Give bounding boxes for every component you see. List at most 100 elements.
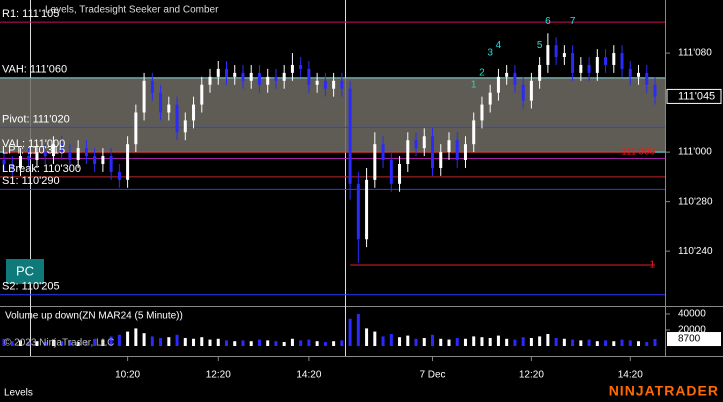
volume-bar (628, 340, 632, 346)
volume-bar (84, 341, 88, 346)
volume-bar (307, 339, 311, 346)
candle-body (406, 140, 410, 164)
volume-bar (439, 338, 443, 346)
last-volume-box (667, 332, 721, 347)
volume-bar (521, 337, 525, 346)
volume-bar (101, 339, 105, 346)
volume-bar (241, 340, 245, 346)
candle-body (315, 80, 319, 85)
volume-bar (315, 341, 319, 346)
volume-bar (216, 338, 220, 346)
x-tick-label: 14:20 (618, 370, 643, 381)
volume-bar (571, 339, 575, 346)
volume-bar (472, 336, 476, 346)
candle-body (571, 53, 575, 73)
volume-bar (134, 328, 138, 346)
x-tick-label: 12:20 (519, 370, 544, 381)
volume-bar (290, 338, 294, 346)
seeker-marker: 3 (487, 48, 493, 59)
candle-body (60, 144, 64, 153)
pc-button-label[interactable]: PC (16, 263, 34, 278)
candle-body (439, 152, 443, 168)
candle-body (645, 72, 649, 85)
candle-body (323, 80, 327, 89)
level-label: R1: 111'105 (2, 8, 59, 20)
candle-body (307, 68, 311, 85)
volume-bar (546, 334, 550, 346)
candle-body (340, 80, 344, 89)
x-tick-label: 14:20 (296, 370, 321, 381)
candle-body (521, 84, 525, 101)
candle-body (27, 156, 31, 161)
candle-body (579, 64, 583, 73)
candle-body (513, 72, 517, 85)
candle-body (208, 76, 212, 85)
candle-body (10, 163, 14, 168)
volume-bar (340, 340, 344, 346)
alert-label: 1 (649, 260, 655, 271)
volume-bar (422, 338, 426, 346)
candle-body (233, 72, 237, 77)
copyright: © 2023 NinjaTrader, LLC (4, 338, 114, 349)
volume-bar (538, 336, 542, 346)
volume-bar (68, 340, 72, 346)
volume-bar (332, 341, 336, 346)
candle-body (266, 76, 270, 85)
candle-body (480, 104, 484, 121)
volume-bar (389, 334, 393, 346)
y-tick-label: 110'240 (678, 246, 713, 257)
x-tick-label: 7 Dec (419, 370, 445, 381)
volume-bar (159, 338, 163, 346)
candle-body (159, 92, 163, 113)
volume-bar (274, 341, 278, 346)
level-label: VAH: 111'060 (2, 64, 67, 76)
volume-axis: 20000 40000 (665, 309, 706, 336)
volume-bar (653, 339, 657, 346)
volume-bar (496, 335, 500, 346)
candle-body (142, 80, 146, 113)
candle-body (101, 156, 105, 164)
candle-body (76, 148, 80, 161)
candle-body (35, 152, 39, 161)
tab-levels[interactable]: Levels (4, 388, 33, 399)
seeker-marker: 6 (545, 16, 551, 27)
candle-body (414, 140, 418, 149)
volume-bar (554, 338, 558, 346)
candle-body (150, 80, 154, 93)
pc-button[interactable] (6, 259, 44, 284)
seeker-marker: 2 (479, 68, 485, 79)
volume-bar (2, 338, 6, 346)
volume-bar (192, 338, 196, 346)
candle-body (595, 57, 599, 73)
candle-body (68, 152, 72, 161)
volume-bar (27, 342, 31, 346)
volume-bar (455, 338, 459, 346)
volume-bar (10, 341, 14, 346)
volume-bar (142, 333, 146, 346)
volume-bar (233, 341, 237, 346)
volume-bar (620, 339, 624, 346)
seeker-marker: 1 (471, 79, 477, 90)
brand-logo: NINJATRADER (609, 383, 719, 399)
candle-body (431, 136, 435, 168)
volume-bar (637, 341, 641, 346)
candle-body (224, 68, 228, 77)
candle-body (282, 72, 286, 81)
volume-bar (299, 340, 303, 346)
value-area (0, 77, 665, 153)
candle-body (117, 171, 121, 180)
candle-body (274, 76, 278, 81)
candle-body (381, 144, 385, 161)
candle-body (562, 53, 566, 58)
candle-body (554, 45, 558, 58)
volume-bar (93, 338, 97, 346)
volume-bar (356, 314, 360, 346)
level-label: S2: 110'205 (2, 281, 60, 293)
volume-bar (167, 337, 171, 346)
volume-bar (282, 342, 286, 346)
candle-body (488, 92, 492, 105)
candle-body (84, 148, 88, 157)
volume-bar (513, 339, 517, 346)
candle-body (257, 72, 261, 85)
